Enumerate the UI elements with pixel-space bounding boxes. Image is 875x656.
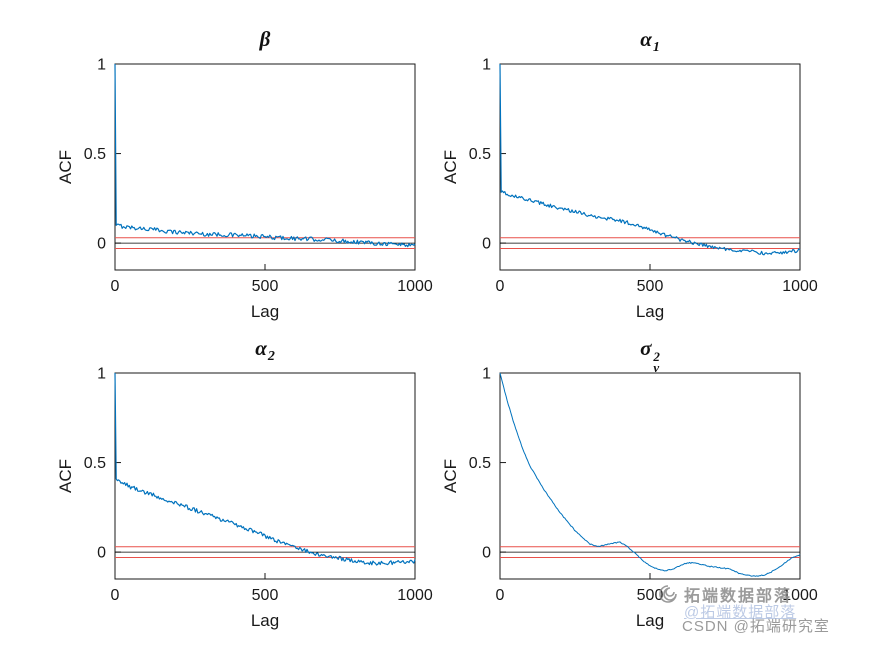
y-tick-label: 0 bbox=[97, 236, 106, 253]
plot-svg-alpha_2: 0 500 1000 0 0.5 1 Lag ACF bbox=[56, 366, 433, 630]
y-tick-label: 0.5 bbox=[469, 146, 491, 163]
y-tick-label: 0 bbox=[97, 545, 106, 562]
plot-svg-alpha_1: 0 500 1000 0 0.5 1 Lag ACF bbox=[441, 57, 818, 321]
x-tick-label: 500 bbox=[637, 587, 664, 604]
title-symbol: α bbox=[255, 336, 267, 360]
x-axis-label: Lag bbox=[636, 302, 664, 321]
y-tick-label: 0.5 bbox=[469, 455, 491, 472]
axes-box bbox=[499, 372, 801, 580]
y-tick-label: 0.5 bbox=[84, 455, 106, 472]
y-tick-label: 0 bbox=[482, 236, 491, 253]
x-axis-label: Lag bbox=[251, 611, 279, 630]
acf-panel-alpha_2: α2 0 500 1000 0 0.5 1 Lag ACF bbox=[15, 318, 445, 631]
plot-svg-beta: 0 500 1000 0 0.5 1 Lag ACF bbox=[56, 57, 433, 321]
axes-box bbox=[499, 63, 801, 271]
x-tick-label: 0 bbox=[496, 587, 505, 604]
watermark-brand-row: 拓端数据部落 bbox=[658, 582, 873, 606]
x-tick-label: 1000 bbox=[782, 587, 818, 604]
panel-title-beta: β bbox=[115, 29, 415, 50]
y-tick-label: 1 bbox=[482, 57, 491, 74]
watermark-brand-text: 拓端数据部落 bbox=[684, 588, 793, 605]
x-tick-label: 0 bbox=[496, 278, 505, 295]
y-tick-label: 1 bbox=[482, 366, 491, 383]
x-tick-label: 0 bbox=[111, 587, 120, 604]
watermark-logo-icon bbox=[658, 584, 678, 604]
axes-box bbox=[114, 63, 416, 271]
axes-box bbox=[114, 372, 416, 580]
x-tick-label: 1000 bbox=[782, 278, 818, 295]
x-axis-label: Lag bbox=[251, 302, 279, 321]
acf-panel-beta: β 0 500 1000 0 0.5 1 Lag ACF bbox=[15, 9, 445, 322]
panel-title-alpha_1: α1 bbox=[500, 29, 800, 55]
plot-svg-sigma_v_squared: 0 500 1000 0 0.5 1 Lag ACF bbox=[441, 366, 818, 630]
x-tick-label: 500 bbox=[252, 587, 279, 604]
title-subscript: 2 bbox=[267, 349, 275, 364]
title-subscript: 1 bbox=[652, 40, 660, 55]
y-tick-label: 1 bbox=[97, 57, 106, 74]
y-tick-label: 1 bbox=[97, 366, 106, 383]
acf-curve bbox=[114, 63, 416, 248]
y-axis-label: ACF bbox=[441, 459, 460, 493]
watermark-credit-text: CSDN @拓端研究室 bbox=[682, 618, 830, 635]
title-symbol: σ bbox=[640, 336, 652, 360]
y-axis-label: ACF bbox=[56, 459, 75, 493]
x-tick-label: 0 bbox=[111, 278, 120, 295]
x-tick-label: 500 bbox=[637, 278, 664, 295]
panel-title-alpha_2: α2 bbox=[115, 338, 415, 364]
x-tick-label: 1000 bbox=[397, 587, 433, 604]
x-axis-label: Lag bbox=[636, 611, 664, 630]
acf-panel-sigma_v_squared: σ 2 v 0 500 1000 0 0.5 1 Lag ACF bbox=[400, 318, 830, 631]
x-tick-label: 1000 bbox=[397, 278, 433, 295]
y-tick-label: 0 bbox=[482, 545, 491, 562]
y-axis-label: ACF bbox=[56, 150, 75, 184]
watermark-faint-text: @拓端数据部落 bbox=[684, 604, 797, 621]
y-tick-label: 0.5 bbox=[84, 146, 106, 163]
acf-curve bbox=[499, 63, 801, 256]
acf-curve bbox=[499, 372, 801, 577]
acf-curve bbox=[114, 372, 416, 566]
watermark: @拓端数据部落 拓端数据部落 CSDN @拓端研究室 bbox=[658, 582, 873, 636]
title-symbol: α bbox=[640, 27, 652, 51]
acf-panel-alpha_1: α1 0 500 1000 0 0.5 1 Lag ACF bbox=[400, 9, 830, 322]
x-tick-label: 500 bbox=[252, 278, 279, 295]
title-symbol: β bbox=[259, 27, 271, 51]
y-axis-label: ACF bbox=[441, 150, 460, 184]
